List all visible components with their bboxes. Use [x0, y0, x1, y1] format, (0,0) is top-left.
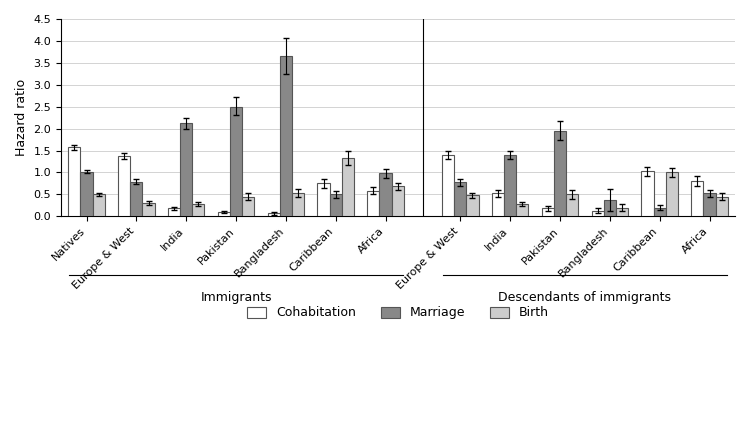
Text: Descendants of immigrants: Descendants of immigrants: [499, 291, 671, 304]
Bar: [118, 156, 130, 216]
Bar: [368, 191, 380, 216]
Bar: [454, 182, 466, 216]
Bar: [466, 195, 478, 216]
Bar: [280, 56, 292, 216]
Bar: [516, 204, 529, 216]
Bar: [392, 186, 404, 216]
Bar: [604, 200, 616, 216]
Bar: [666, 173, 678, 216]
Bar: [268, 213, 280, 216]
Bar: [180, 123, 192, 216]
Bar: [317, 183, 329, 216]
Bar: [80, 172, 92, 216]
Bar: [504, 155, 516, 216]
Bar: [492, 194, 504, 216]
Bar: [142, 203, 154, 216]
Bar: [168, 208, 180, 216]
Bar: [616, 207, 628, 216]
Bar: [329, 194, 342, 216]
Bar: [716, 197, 728, 216]
Bar: [217, 212, 230, 216]
Bar: [592, 211, 604, 216]
Bar: [68, 148, 80, 216]
Bar: [566, 194, 578, 216]
Text: Immigrants: Immigrants: [200, 291, 272, 304]
Bar: [130, 181, 142, 216]
Bar: [653, 207, 666, 216]
Bar: [292, 193, 304, 216]
Y-axis label: Hazard ratio: Hazard ratio: [15, 79, 28, 156]
Bar: [542, 208, 554, 216]
Bar: [641, 171, 653, 216]
Bar: [192, 204, 205, 216]
Bar: [704, 194, 716, 216]
Bar: [554, 131, 566, 216]
Bar: [342, 158, 354, 216]
Bar: [92, 194, 105, 216]
Bar: [230, 107, 242, 216]
Bar: [380, 173, 392, 216]
Legend: Cohabitation, Marriage, Birth: Cohabitation, Marriage, Birth: [242, 301, 554, 325]
Bar: [442, 155, 454, 216]
Bar: [242, 197, 254, 216]
Bar: [692, 181, 703, 216]
